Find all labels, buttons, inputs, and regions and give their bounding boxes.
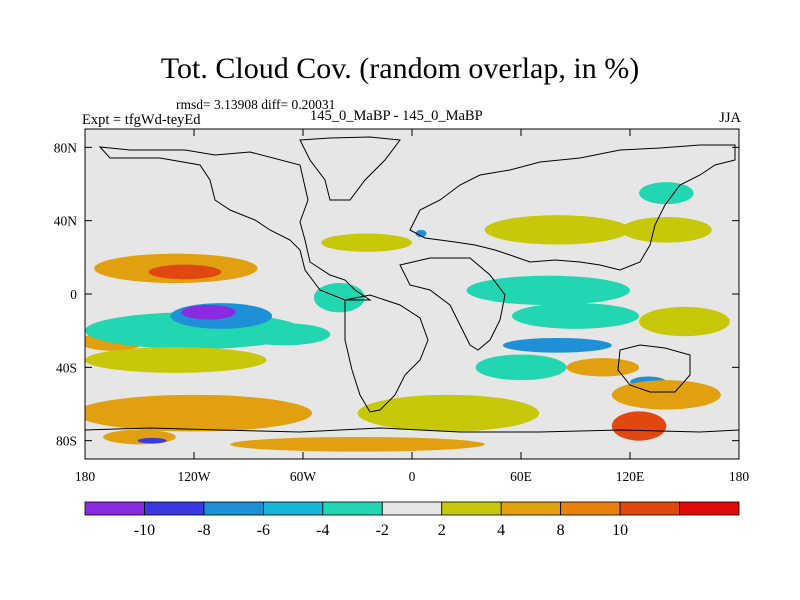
contour-patch-13: [415, 229, 427, 238]
colorbar-swatch-5: [381, 501, 443, 516]
colorbar-swatch-0: [84, 501, 145, 516]
coastline-antarctica: [85, 427, 739, 433]
x-tick-label-2: 60W: [290, 469, 317, 484]
x-tick-label-1: 120W: [178, 469, 211, 484]
contour-patch-17: [466, 275, 630, 306]
contour-patch-15: [620, 217, 712, 243]
colorbar: -10 -8 -6 -4 -2 2 4 8 10: [84, 501, 740, 539]
colorbar-label-5: 2: [438, 522, 446, 539]
contour-patch-16: [639, 182, 694, 205]
contour-patch-9: [103, 429, 176, 445]
y-tick-label-1: 40N: [54, 214, 78, 229]
contour-patch-5: [181, 305, 236, 320]
colorbar-label-7: 8: [557, 522, 565, 539]
contour-patch-20: [475, 354, 567, 381]
colorbar-swatch-1: [144, 501, 205, 516]
contour-patch-10: [137, 437, 167, 444]
y-tick-label-2: 0: [70, 287, 77, 302]
colorbar-swatch-2: [203, 501, 264, 516]
map-axes: 180 120W 60W 0 60E 120E 180 80N 40N 0 40S 80S: [54, 129, 750, 484]
contour-fills: [85, 182, 730, 452]
coastlines: [85, 136, 739, 433]
x-tick-label-5: 120E: [616, 469, 645, 484]
contour-patch-23: [611, 380, 721, 410]
colorbar-label-1: -8: [197, 522, 210, 539]
colorbar-swatch-10: [679, 501, 740, 516]
colorbar-label-0: -10: [134, 522, 155, 539]
colorbar-swatch-8: [560, 501, 621, 516]
contour-patch-19: [502, 338, 612, 353]
season-label: JJA: [719, 110, 741, 126]
coastline-south-america: [344, 294, 429, 413]
contour-patch-8: [85, 394, 313, 432]
contour-patch-27: [230, 437, 485, 452]
contour-patch-18: [511, 303, 640, 329]
coastline-north-america: [98, 146, 372, 301]
colorbar-swatch-6: [441, 501, 502, 516]
chart-title: Tot. Cloud Cov. (random overlap, in %): [160, 52, 640, 85]
contour-patch-21: [566, 358, 640, 377]
coastline-australia: [617, 344, 691, 393]
y-tick-label-4: 80S: [56, 434, 77, 449]
contour-patch-1: [148, 264, 222, 280]
contour-patch-6: [239, 323, 331, 346]
runs-label: 145_0_MaBP - 145_0_MaBP: [310, 108, 483, 124]
y-tick-label-0: 80N: [54, 140, 78, 155]
x-tick-label-6: 180: [729, 469, 750, 484]
colorbar-label-8: 10: [612, 522, 628, 539]
colorbar-label-2: -6: [257, 522, 270, 539]
colorbar-label-3: -4: [316, 522, 329, 539]
contour-patch-24: [611, 411, 667, 441]
coastline-eurasia: [409, 144, 736, 271]
experiment-label: Expt = tfgWd-teyEd: [82, 112, 201, 128]
colorbar-label-6: 4: [497, 522, 505, 539]
colorbar-swatch-7: [500, 501, 562, 516]
contour-patch-14: [484, 215, 630, 245]
contour-patch-25: [639, 306, 730, 337]
coastline-africa: [399, 257, 506, 351]
colorbar-swatch-3: [262, 501, 324, 516]
colorbar-swatch-4: [322, 501, 383, 516]
contour-patch-7: [85, 347, 267, 373]
x-tick-label-0: 180: [75, 469, 96, 484]
colorbar-swatch-9: [619, 501, 680, 516]
contour-patch-12: [321, 233, 413, 252]
coastline-greenland: [299, 136, 401, 201]
y-tick-label-3: 40S: [56, 360, 77, 375]
rmsd-diff-label: rmsd= 3.13908 diff= 0.20031: [176, 97, 336, 112]
contour-patch-26: [357, 394, 540, 432]
colorbar-label-4: -2: [376, 522, 389, 539]
x-tick-label-3: 0: [409, 469, 416, 484]
x-tick-label-4: 60E: [510, 469, 532, 484]
